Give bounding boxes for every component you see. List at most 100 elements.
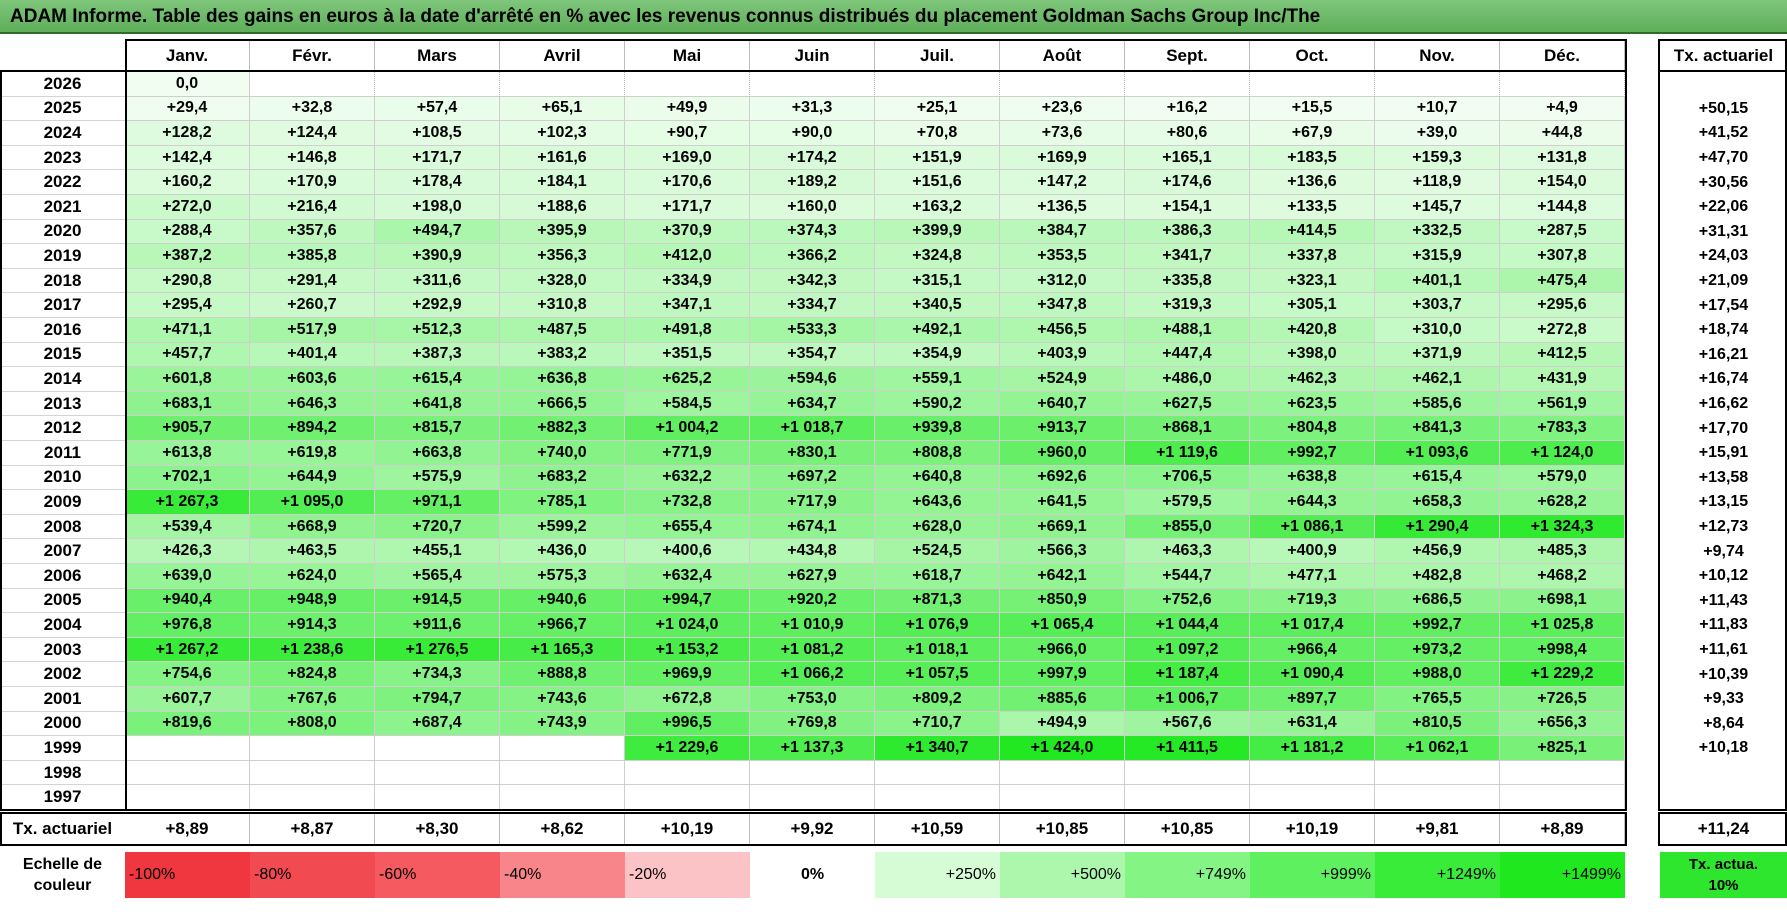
gain-cell: +468,2 (1500, 564, 1625, 589)
gain-cell: +640,7 (1000, 391, 1125, 417)
legend-swatch: +749% (1125, 852, 1250, 898)
gain-cell: +488,1 (1125, 318, 1250, 343)
legend-swatch: +999% (1250, 852, 1375, 898)
year-label: 2010 (0, 465, 125, 491)
gain-cell: +1 093,6 (1375, 441, 1500, 466)
gain-cell: +356,3 (500, 244, 625, 269)
gain-cell: +412,0 (625, 244, 750, 269)
gain-cell: +147,2 (1000, 170, 1125, 195)
footer-rate-cell: +10,59 (875, 814, 1000, 844)
gain-cell: +169,9 (1000, 145, 1125, 171)
gain-cell: +492,1 (875, 318, 1000, 343)
annual-rate-cell: +11,61 (1660, 637, 1787, 663)
gain-cell: +494,7 (375, 219, 500, 245)
gain-cell: +169,0 (625, 145, 750, 171)
gain-cell: +1 006,7 (1125, 687, 1250, 712)
gain-cell: +663,8 (375, 441, 500, 466)
month-header: Sept. (1125, 41, 1250, 71)
gain-cell: +1 018,1 (875, 637, 1000, 663)
month-header: Juin (750, 41, 875, 71)
year-label: 2005 (0, 588, 125, 614)
year-label: 2025 (0, 96, 125, 122)
year-label: 2019 (0, 244, 125, 269)
annual-rate-cell: +22,06 (1660, 195, 1787, 220)
gain-cell (750, 760, 875, 786)
gain-cell: +347,1 (625, 293, 750, 318)
gain-cell: +1 062,1 (1375, 736, 1500, 761)
gain-cell: +1 066,2 (750, 662, 875, 687)
annual-rate-cell: +11,83 (1660, 613, 1787, 638)
gain-cell: +15,5 (1250, 96, 1375, 122)
footer-rate-cell: +8,30 (375, 814, 500, 844)
gain-cell: +524,9 (1000, 367, 1125, 392)
annual-rate-cell: +9,33 (1660, 687, 1787, 712)
gain-cell: +559,1 (875, 367, 1000, 392)
gain-cell: +625,2 (625, 367, 750, 392)
gain-cell: +594,6 (750, 367, 875, 392)
gain-cell (1250, 72, 1375, 97)
gain-cell (125, 785, 250, 810)
gain-cell: +420,8 (1250, 318, 1375, 343)
legend-swatch: -80% (250, 852, 375, 898)
gain-cell: +590,2 (875, 391, 1000, 417)
gain-cell: +1 153,2 (625, 637, 750, 663)
gain-cell: +471,1 (125, 318, 250, 343)
gain-cell: +517,9 (250, 318, 375, 343)
gain-cell (750, 72, 875, 97)
gain-cell: +783,3 (1500, 416, 1625, 441)
gain-cell: +151,6 (875, 170, 1000, 195)
gain-cell: +328,0 (500, 268, 625, 294)
gain-cell: +463,5 (250, 539, 375, 564)
gain-cell: +808,8 (875, 441, 1000, 466)
footer-rate-cell: +8,89 (1500, 814, 1625, 844)
year-label: 2008 (0, 514, 125, 540)
gain-cell: +90,7 (625, 121, 750, 146)
gain-cell: +188,6 (500, 195, 625, 220)
gain-cell: +992,7 (1250, 441, 1375, 466)
gain-cell: +804,8 (1250, 416, 1375, 441)
gain-cell: +666,5 (500, 391, 625, 417)
gain-cell: +627,9 (750, 564, 875, 589)
annual-rate-cell: +47,70 (1660, 145, 1787, 171)
gain-cell: +65,1 (500, 96, 625, 122)
gain-cell (1500, 760, 1625, 786)
gain-cell: +769,8 (750, 711, 875, 737)
annual-rate-cell: +18,74 (1660, 318, 1787, 343)
gain-cell: +160,0 (750, 195, 875, 220)
gain-cell: +136,6 (1250, 170, 1375, 195)
gain-cell: +850,9 (1000, 588, 1125, 614)
gain-cell: +374,3 (750, 219, 875, 245)
gain-cell: +146,8 (250, 145, 375, 171)
annual-rate-cell: +9,74 (1660, 539, 1787, 564)
gain-cell (500, 785, 625, 810)
gain-cell: +174,2 (750, 145, 875, 171)
year-label: 2003 (0, 637, 125, 663)
gain-cell: +948,9 (250, 588, 375, 614)
gain-cell: +830,1 (750, 441, 875, 466)
annual-rate-cell: +30,56 (1660, 170, 1787, 195)
gain-cell: +486,0 (1125, 367, 1250, 392)
gain-cell: +973,2 (1375, 637, 1500, 663)
month-header: Août (1000, 41, 1125, 71)
month-header: Févr. (250, 41, 375, 71)
gain-cell: +387,3 (375, 342, 500, 368)
gain-cell: +342,3 (750, 268, 875, 294)
month-header: Déc. (1500, 41, 1625, 71)
gain-cell: +971,1 (375, 490, 500, 515)
gain-cell: +885,6 (1000, 687, 1125, 712)
gain-cell: +644,9 (250, 465, 375, 491)
gain-cell: +913,7 (1000, 416, 1125, 441)
gain-cell: +90,0 (750, 121, 875, 146)
gain-cell: +455,1 (375, 539, 500, 564)
gain-cell: +644,3 (1250, 490, 1375, 515)
gain-cell: +584,5 (625, 391, 750, 417)
gain-cell: +732,8 (625, 490, 750, 515)
gain-cell: +154,0 (1500, 170, 1625, 195)
gain-cell: +414,5 (1250, 219, 1375, 245)
gain-cell: +310,8 (500, 293, 625, 318)
gain-cell: +683,1 (125, 391, 250, 417)
gain-cell: +310,0 (1375, 318, 1500, 343)
gain-cell: +494,9 (1000, 711, 1125, 737)
gain-cell: +668,9 (250, 514, 375, 540)
gain-cell: +815,7 (375, 416, 500, 441)
